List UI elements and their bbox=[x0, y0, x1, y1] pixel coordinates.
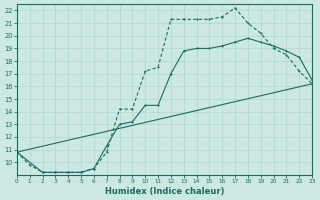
X-axis label: Humidex (Indice chaleur): Humidex (Indice chaleur) bbox=[105, 187, 224, 196]
